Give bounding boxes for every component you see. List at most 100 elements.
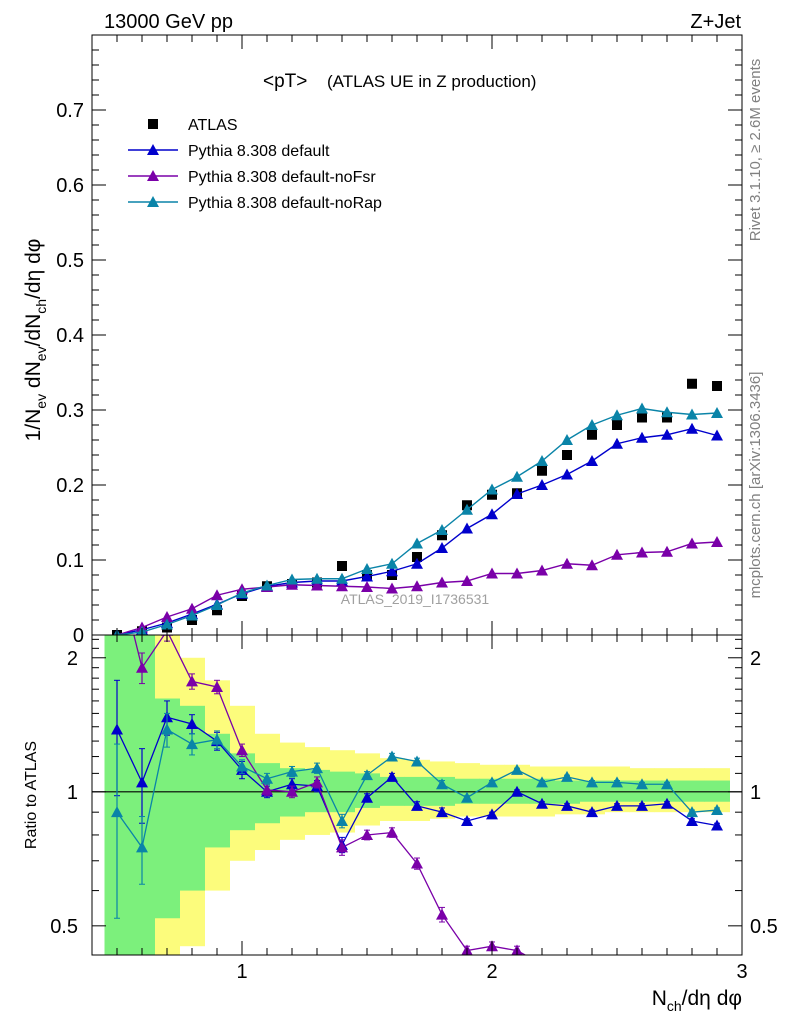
ratio-point [136, 661, 148, 673]
ratio-point [561, 958, 573, 969]
data-point [437, 530, 447, 541]
data-point [212, 605, 222, 616]
ratio-point [511, 763, 523, 775]
y-tick-label: 0.7 [56, 100, 84, 122]
mc-point [511, 470, 523, 482]
ratio-point [161, 723, 173, 735]
ratio-point [386, 826, 398, 838]
ratio-point [411, 857, 423, 869]
mc-point [661, 545, 673, 557]
ratio-y-tick-label-right: 0.5 [750, 916, 778, 938]
plot-title: <pT> (ATLAS UE in Z production) [263, 71, 536, 92]
y-tick-label: 0.4 [56, 325, 84, 347]
band-bin [654, 780, 680, 802]
mc-point [436, 576, 448, 588]
mc-point [711, 407, 723, 418]
mc-point [686, 422, 698, 434]
ratio-point [261, 783, 273, 795]
x-tick-label: 1 [236, 961, 247, 983]
mc-point [411, 557, 423, 569]
ratio-point [361, 828, 373, 840]
legend-label: Pythia 8.308 default-noFsr [188, 169, 376, 186]
ratio-point [111, 806, 123, 818]
watermark: ATLAS_2019_I1736531 [341, 591, 490, 607]
data-point [612, 420, 622, 430]
ratio-point [236, 760, 248, 772]
mc-point [186, 602, 198, 614]
ratio-point [636, 958, 648, 969]
ratio-point [186, 675, 198, 687]
ratio-point [611, 958, 623, 969]
mc-point [511, 567, 523, 579]
ratio-point [461, 814, 473, 826]
x-axis-title: Nch/dη dφ [652, 987, 742, 1014]
legend-marker [147, 144, 159, 155]
ratio-point [486, 808, 498, 820]
ratio-point [361, 769, 373, 781]
plot-title-sub: (ATLAS UE in Z production) [327, 72, 536, 91]
ratio-series-pythia-8-308-default-norap [111, 712, 723, 919]
legend-label: Pythia 8.308 default [188, 143, 330, 160]
mc-point [461, 575, 473, 586]
ratio-point [136, 841, 148, 853]
mc-point [436, 524, 448, 535]
band-bin [629, 780, 655, 802]
ratio-point [586, 806, 598, 818]
mc-point [686, 408, 698, 420]
mc-point [561, 434, 573, 445]
mc-point [486, 567, 498, 579]
svg-text:Nch/dη dφ: Nch/dη dφ [652, 987, 742, 1014]
ratio-point [611, 799, 623, 811]
band-bin [204, 733, 230, 848]
mc-point [611, 409, 623, 421]
ratio-point [336, 841, 348, 853]
y-tick-label: 0.5 [56, 250, 84, 272]
data-point [412, 552, 422, 562]
mc-point [411, 537, 423, 549]
series-pythia-8-308-default-nofsr [113, 536, 723, 635]
mc-point [411, 580, 423, 592]
mc-point [636, 546, 648, 558]
ratio-point [286, 765, 298, 777]
mc-point [711, 536, 723, 547]
ratio-point [211, 733, 223, 745]
mc-point [161, 611, 173, 622]
legend-label: Pythia 8.308 default-noRap [188, 195, 382, 212]
x-tick-label: 3 [736, 961, 747, 983]
y-tick-label: 0.3 [56, 400, 84, 422]
mc-point [436, 542, 448, 553]
ratio-point [711, 819, 723, 831]
ratio-point [436, 908, 448, 920]
mc-point [361, 563, 373, 574]
ratio-point [311, 776, 323, 788]
ratio-point [686, 806, 698, 818]
ratio-y-tick-label: 1 [67, 782, 78, 804]
ratio-point [261, 772, 273, 784]
y-tick-label: 0.1 [56, 550, 84, 572]
data-point [562, 450, 572, 460]
data-point [587, 429, 597, 440]
mc-point [286, 573, 298, 585]
energy-label: 13000 GeV pp [104, 11, 233, 33]
mc-point [336, 580, 348, 592]
mc-point [561, 557, 573, 569]
mc-point [386, 582, 398, 594]
mc-point [586, 559, 598, 571]
mc-point [261, 579, 273, 591]
mc-point [336, 572, 348, 584]
mc-point [611, 548, 623, 560]
mc-point [161, 618, 173, 630]
ratio-point [286, 785, 298, 797]
ratio-y-tick-label: 0.5 [50, 916, 78, 938]
band-bin [679, 780, 705, 802]
mc-point [311, 579, 323, 591]
data-point [637, 412, 647, 423]
svg-text:1/Nev dNev/dNch/dη dφ: 1/Nev dNev/dNch/dη dφ [22, 239, 49, 442]
ratio-point [586, 958, 598, 969]
ratio-point [386, 750, 398, 762]
rivet-version: Rivet 3.1.10, ≥ 2.6M events [747, 59, 764, 242]
mc-point [511, 488, 523, 499]
legend: ATLAS Pythia 8.308 default Pythia 8.308 de… [128, 117, 382, 212]
ratio-panel: 0.5 0.5 1 1 2 2 1 2 3 Ratio to ATLAS Nch/dη dφ [23, 634, 778, 1014]
